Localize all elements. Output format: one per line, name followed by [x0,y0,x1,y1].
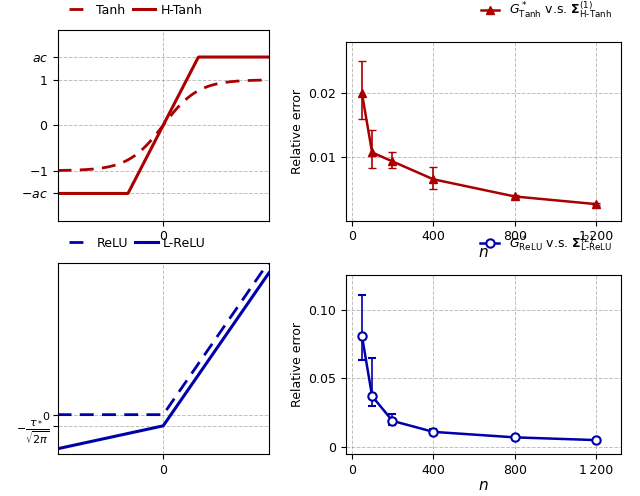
Y-axis label: Relative error: Relative error [291,322,304,407]
Legend: $G^*_{\rm Tanh}$ v.s. $\mathbf{\Sigma}^{(1)}_{\rm H\text{-}Tanh}$: $G^*_{\rm Tanh}$ v.s. $\mathbf{\Sigma}^{… [476,0,618,25]
Y-axis label: Relative error: Relative error [291,89,304,174]
Legend: ReLU, L-ReLU: ReLU, L-ReLU [64,232,211,255]
X-axis label: $n$: $n$ [478,245,488,260]
X-axis label: $n$: $n$ [478,478,488,493]
Legend: Tanh, H-Tanh: Tanh, H-Tanh [64,0,207,22]
Legend: $G^*_{\rm ReLU}$ v.s. $\mathbf{\Sigma}^{(2)}_{\rm L\text{-}ReLU}$: $G^*_{\rm ReLU}$ v.s. $\mathbf{\Sigma}^{… [476,228,618,257]
